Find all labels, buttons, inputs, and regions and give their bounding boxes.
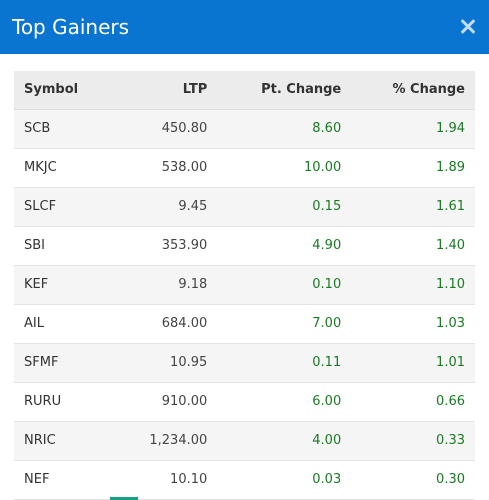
ltp-cell: 9.45: [113, 187, 218, 227]
pct-change-cell: 1.10: [351, 265, 475, 305]
column-header-pt-change[interactable]: Pt. Change: [217, 71, 352, 110]
ltp-cell: 10.95: [113, 343, 218, 383]
table-row[interactable]: AIL 684.00 7.00 1.03: [14, 304, 475, 344]
symbol-cell: AIL: [14, 304, 114, 344]
pct-change-cell: 0.33: [351, 421, 475, 461]
column-header-symbol[interactable]: Symbol: [14, 71, 114, 110]
ltp-cell: 684.00: [113, 304, 218, 344]
pt-change-cell: 8.60: [217, 109, 352, 149]
column-header-pct-change[interactable]: % Change: [351, 71, 475, 110]
ltp-cell: 9.18: [113, 265, 218, 305]
pct-change-cell: 1.61: [351, 187, 475, 227]
pt-change-cell: 0.11: [217, 343, 352, 383]
symbol-cell: MKJC: [14, 148, 114, 188]
gainers-table: Symbol LTP Pt. Change % Change SCB 450.8…: [14, 71, 475, 500]
table-row[interactable]: NRIC 1,234.00 4.00 0.33: [14, 421, 475, 461]
pct-change-cell: 1.01: [351, 343, 475, 383]
pct-change-cell: 1.40: [351, 226, 475, 266]
table-container: Symbol LTP Pt. Change % Change SCB 450.8…: [0, 54, 489, 500]
column-header-ltp[interactable]: LTP: [113, 71, 218, 110]
pt-change-cell: 0.15: [217, 187, 352, 227]
ltp-cell: 450.80: [113, 109, 218, 149]
ltp-cell: 538.00: [113, 148, 218, 188]
pt-change-cell: 4.00: [217, 421, 352, 461]
pct-change-cell: 0.30: [351, 460, 475, 500]
table-row[interactable]: NEF 10.10 0.03 0.30: [14, 460, 475, 500]
scroll-indicator: [110, 497, 138, 500]
close-icon[interactable]: [457, 16, 479, 38]
ltp-cell: 1,234.00: [113, 421, 218, 461]
symbol-cell: NEF: [14, 460, 114, 500]
table-row[interactable]: SBI 353.90 4.90 1.40: [14, 226, 475, 266]
symbol-cell: SLCF: [14, 187, 114, 227]
ltp-cell: 353.90: [113, 226, 218, 266]
pct-change-cell: 1.03: [351, 304, 475, 344]
pct-change-cell: 0.66: [351, 382, 475, 422]
pt-change-cell: 7.00: [217, 304, 352, 344]
ltp-cell: 910.00: [113, 382, 218, 422]
dialog-title: Top Gainers: [12, 15, 130, 39]
table-row[interactable]: KEF 9.18 0.10 1.10: [14, 265, 475, 305]
symbol-cell: NRIC: [14, 421, 114, 461]
pt-change-cell: 10.00: [217, 148, 352, 188]
table-row[interactable]: MKJC 538.00 10.00 1.89: [14, 148, 475, 188]
pct-change-cell: 1.94: [351, 109, 475, 149]
ltp-cell: 10.10: [113, 460, 218, 500]
dialog-header: Top Gainers: [0, 0, 489, 54]
symbol-cell: SBI: [14, 226, 114, 266]
table-row[interactable]: SCB 450.80 8.60 1.94: [14, 109, 475, 149]
pct-change-cell: 1.89: [351, 148, 475, 188]
symbol-cell: SFMF: [14, 343, 114, 383]
table-row[interactable]: SLCF 9.45 0.15 1.61: [14, 187, 475, 227]
pt-change-cell: 0.03: [217, 460, 352, 500]
table-row[interactable]: SFMF 10.95 0.11 1.01: [14, 343, 475, 383]
pt-change-cell: 6.00: [217, 382, 352, 422]
symbol-cell: KEF: [14, 265, 114, 305]
table-header-row: Symbol LTP Pt. Change % Change: [14, 71, 475, 110]
pt-change-cell: 4.90: [217, 226, 352, 266]
pt-change-cell: 0.10: [217, 265, 352, 305]
symbol-cell: RURU: [14, 382, 114, 422]
symbol-cell: SCB: [14, 109, 114, 149]
table-row[interactable]: RURU 910.00 6.00 0.66: [14, 382, 475, 422]
